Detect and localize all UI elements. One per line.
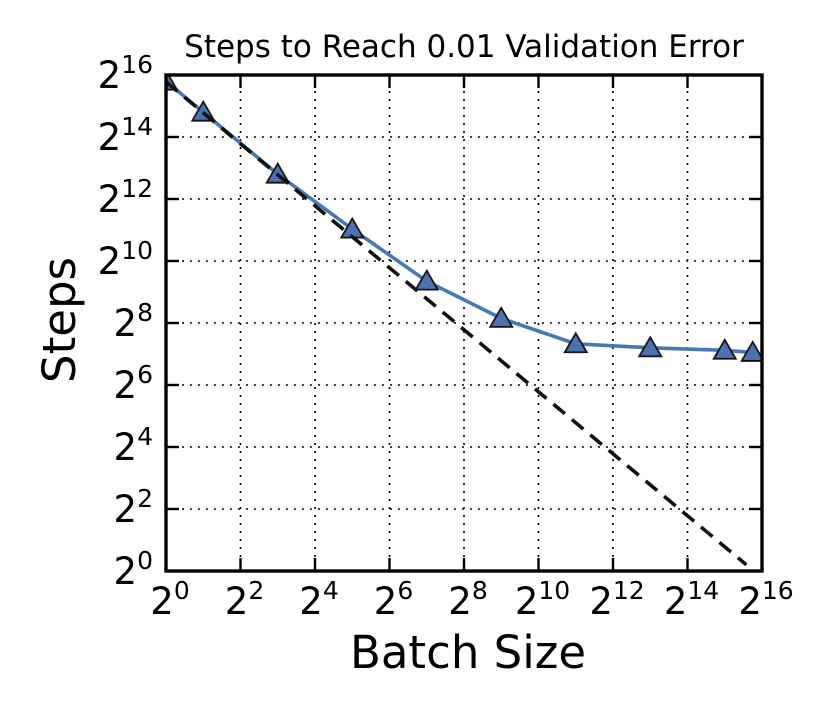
tick-base: 2 — [98, 178, 122, 221]
y-tick-label: 210 — [98, 236, 153, 283]
tick-exponent: 10 — [538, 576, 570, 605]
tick-base: 2 — [114, 426, 138, 469]
tick-base: 2 — [114, 364, 138, 407]
perfect-scaling-line — [166, 80, 748, 567]
tick-exponent: 12 — [613, 576, 645, 605]
tick-labels-layer: 20 22 24 26 28 210 212 214 216202224262821021221… — [98, 50, 794, 623]
measured-steps-marker — [637, 335, 663, 358]
tick-exponent: 2 — [137, 484, 153, 513]
measured-steps-marker — [414, 268, 440, 291]
y-tick-label: 216 — [98, 50, 153, 97]
x-tick-label: 24 — [299, 576, 338, 623]
measured-steps-marker — [488, 306, 514, 328]
tick-exponent: 6 — [137, 360, 153, 389]
x-tick-label: 212 — [589, 576, 644, 623]
measured-steps-line — [166, 79, 753, 355]
y-tick-label: 214 — [98, 112, 153, 159]
tick-exponent: 0 — [137, 546, 153, 575]
y-tick-label: 24 — [114, 422, 153, 469]
y-axis-label: Steps — [33, 257, 86, 383]
tick-base: 2 — [448, 580, 472, 623]
x-tick-label: 26 — [374, 576, 413, 623]
tick-base: 2 — [299, 580, 323, 623]
x-tick-label: 28 — [448, 576, 487, 623]
chart-title: Steps to Reach 0.01 Validation Error — [184, 29, 744, 65]
x-tick-label: 22 — [225, 576, 264, 623]
tick-base: 2 — [738, 580, 762, 623]
tick-base: 2 — [150, 580, 174, 623]
tick-base: 2 — [114, 488, 138, 531]
tick-base: 2 — [225, 580, 249, 623]
grid-layer — [166, 75, 762, 571]
tick-exponent: 0 — [174, 576, 190, 605]
tick-exponent: 4 — [323, 576, 339, 605]
tick-base: 2 — [98, 116, 122, 159]
tick-base: 2 — [114, 550, 138, 593]
measured-steps-marker — [712, 337, 738, 360]
tick-exponent: 16 — [762, 576, 794, 605]
tick-exponent: 6 — [397, 576, 413, 605]
tick-base: 2 — [515, 580, 539, 623]
tick-base: 2 — [374, 580, 398, 623]
y-tick-label: 28 — [114, 298, 153, 345]
tick-exponent: 8 — [137, 298, 153, 327]
measured-steps-marker — [740, 340, 762, 362]
tick-base: 2 — [98, 54, 122, 97]
tick-exponent: 4 — [137, 422, 153, 451]
y-tick-label: 22 — [114, 484, 153, 531]
y-tick-label: 212 — [98, 174, 153, 221]
x-tick-label: 20 — [150, 576, 189, 623]
tick-exponent: 10 — [121, 236, 153, 265]
tick-exponent: 14 — [121, 112, 153, 141]
y-tick-label: 26 — [114, 360, 153, 407]
tick-base: 2 — [114, 302, 138, 345]
tick-exponent: 16 — [121, 50, 153, 79]
y-tick-label: 20 — [114, 546, 153, 593]
x-axis-label: Batch Size — [350, 626, 586, 679]
tick-base: 2 — [664, 580, 688, 623]
x-tick-label: 210 — [515, 576, 570, 623]
tick-exponent: 2 — [248, 576, 264, 605]
tick-base: 2 — [589, 580, 613, 623]
tick-base: 2 — [98, 240, 122, 283]
tick-exponent: 12 — [121, 174, 153, 203]
measured-steps-marker — [563, 331, 589, 354]
tick-exponent: 14 — [687, 576, 719, 605]
x-tick-label: 216 — [738, 576, 793, 623]
tick-exponent: 8 — [472, 576, 488, 605]
axes-layer — [164, 73, 764, 573]
series-layer — [166, 75, 762, 567]
x-tick-label: 214 — [664, 576, 719, 623]
